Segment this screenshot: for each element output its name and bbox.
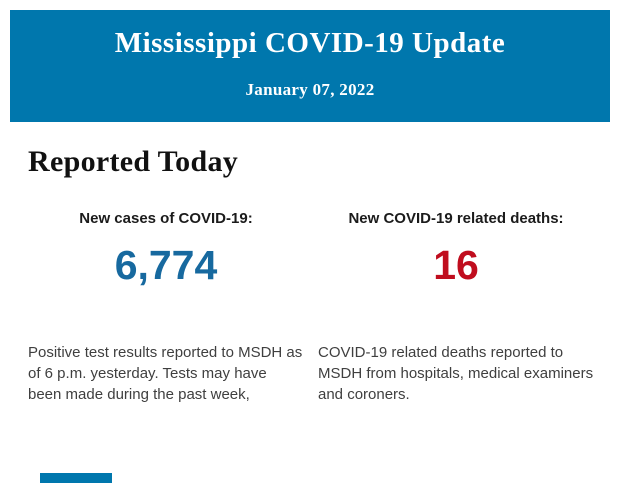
stat-description-new-cases: Positive test results reported to MSDH a… <box>28 344 303 404</box>
footer-cutoff-fragment <box>40 473 112 483</box>
stat-label-new-cases: New cases of COVID-19: <box>79 210 253 227</box>
page-title: Mississippi COVID-19 Update <box>114 27 506 59</box>
stat-label-new-deaths: New COVID-19 related deaths: <box>348 210 564 227</box>
stat-value-new-cases: 6,774 <box>114 242 218 288</box>
header-band: Mississippi COVID-19 Update January 07, … <box>10 10 610 122</box>
bulletin-body: Reported Today New cases of COVID-19: 6,… <box>0 145 620 405</box>
stat-new-cases: New cases of COVID-19: 6,774 Positive te… <box>28 210 304 405</box>
stat-description-new-deaths: COVID-19 related deaths reported to MSDH… <box>318 344 594 404</box>
stat-new-deaths: New COVID-19 related deaths: 16 COVID-19… <box>318 210 594 405</box>
stats-row: New cases of COVID-19: 6,774 Positive te… <box>0 179 620 405</box>
header-date: January 07, 2022 <box>245 80 375 99</box>
section-title: Reported Today <box>28 145 239 178</box>
stat-value-new-deaths: 16 <box>433 242 479 288</box>
